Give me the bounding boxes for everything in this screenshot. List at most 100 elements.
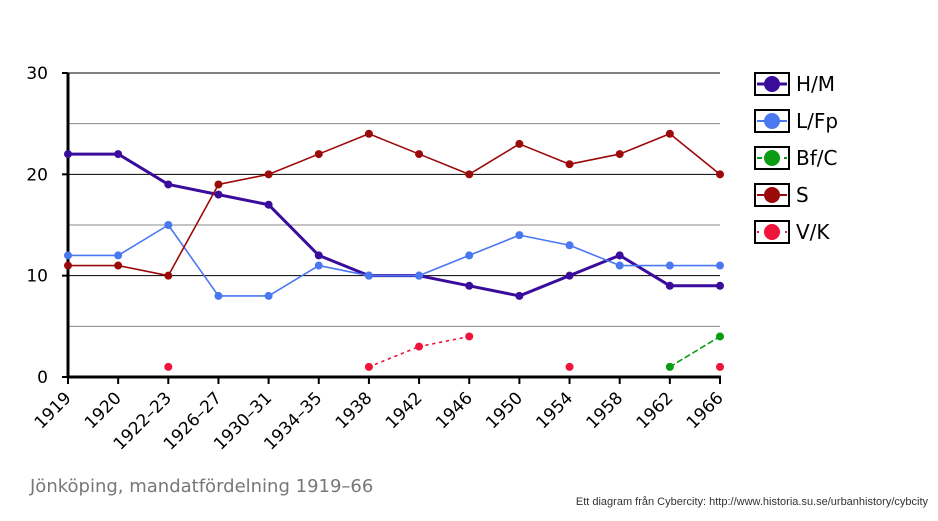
series-lines: [64, 129, 724, 371]
series-line-segment: [368, 345, 420, 368]
y-tick-label: 10: [26, 267, 48, 287]
grid-lines: [68, 72, 720, 327]
data-point: [465, 170, 474, 179]
data-point: [114, 251, 123, 260]
data-point: [415, 342, 424, 351]
series-line-segment: [518, 143, 571, 165]
series-line-segment: [317, 133, 370, 155]
data-point: [415, 271, 424, 280]
data-point: [314, 261, 323, 270]
data-point: [665, 362, 674, 371]
data-point: [114, 261, 123, 270]
series-line-segment: [317, 253, 371, 278]
data-point: [164, 362, 173, 371]
series-line-segment: [317, 264, 370, 277]
data-point: [716, 261, 724, 270]
x-tick-label: 1938: [332, 388, 377, 433]
legend-marker: [764, 113, 780, 129]
legend-label: V/K: [796, 220, 830, 244]
data-point: [665, 261, 674, 270]
series-line-segment: [618, 253, 672, 288]
data-point: [565, 160, 574, 169]
series-line-segment: [117, 264, 170, 277]
data-point: [164, 180, 173, 189]
series-line-segment: [518, 234, 571, 247]
legend-label: H/M: [796, 72, 835, 96]
data-point: [314, 251, 323, 260]
legend-label: S: [796, 183, 809, 207]
series-line-segment: [417, 274, 471, 288]
series-line-segment: [468, 234, 521, 257]
data-point: [364, 362, 373, 371]
data-point: [515, 231, 524, 240]
y-axis-ticks: 0 10 20 30: [26, 64, 68, 388]
data-point: [214, 190, 223, 199]
series-line-segment: [116, 152, 170, 186]
axes: [66, 73, 721, 379]
series-line-segment: [167, 183, 220, 277]
data-point: [665, 281, 674, 290]
series-line-segment: [217, 173, 270, 186]
data-point: [314, 150, 323, 159]
data-point: [615, 150, 624, 159]
data-point: [615, 261, 624, 270]
data-point: [515, 291, 524, 300]
legend-marker: [764, 187, 780, 203]
series-line-segment: [669, 335, 721, 368]
y-tick-label: 20: [26, 165, 48, 185]
x-tick-label: 1962: [633, 388, 678, 433]
source-credit: Ett diagram från Cybercity: http://www.h…: [575, 496, 928, 508]
data-point: [465, 281, 474, 290]
data-point: [214, 291, 223, 300]
y-tick-label: 0: [37, 368, 48, 388]
data-point: [716, 170, 724, 179]
data-point: [264, 200, 273, 209]
data-point: [264, 291, 273, 300]
data-point: [114, 150, 123, 159]
series-line-segment: [267, 203, 321, 257]
data-point: [264, 170, 273, 179]
legend-marker: [764, 224, 780, 240]
y-tick-label: 30: [26, 64, 48, 84]
data-point: [164, 221, 173, 229]
series-line-segment: [618, 133, 671, 155]
series-line-segment: [669, 133, 721, 176]
x-tick-label: 1946: [432, 388, 477, 433]
series-line-segment: [167, 224, 220, 297]
data-point: [515, 139, 524, 148]
series-line-segment: [568, 253, 622, 278]
data-point: [565, 362, 574, 371]
series-line-segment: [216, 193, 271, 207]
legend-marker: [764, 150, 780, 166]
x-tick-label: 1920: [81, 388, 126, 433]
series-line-segment: [166, 182, 220, 197]
series-line-segment: [418, 335, 471, 348]
series-line-segment: [368, 133, 420, 155]
data-point: [665, 129, 674, 138]
series-line-segment: [467, 284, 521, 298]
series-line-segment: [267, 153, 320, 176]
data-point: [164, 271, 173, 280]
data-point: [214, 180, 223, 189]
data-point: [716, 332, 724, 341]
data-point: [64, 150, 72, 159]
x-tick-label: 1958: [582, 388, 627, 433]
series-line-segment: [468, 143, 521, 176]
series-line-segment: [267, 264, 320, 297]
x-tick-label: 1954: [532, 388, 577, 433]
data-point: [565, 241, 574, 250]
legend-label: Bf/C: [796, 146, 837, 170]
chart-caption: Jönköping, mandatfördelning 1919–66: [30, 476, 374, 497]
x-tick-label: 1950: [482, 388, 527, 433]
legend: H/M L/Fp Bf/C S V/K: [754, 72, 838, 244]
data-point: [364, 129, 373, 138]
data-point: [716, 362, 724, 371]
x-tick-label: 1942: [382, 388, 427, 433]
series-line-segment: [568, 153, 621, 165]
data-point: [415, 150, 424, 159]
x-tick-label: 1919: [31, 388, 76, 433]
legend-label: L/Fp: [796, 109, 838, 133]
data-point: [465, 251, 474, 260]
data-point: [615, 251, 624, 260]
